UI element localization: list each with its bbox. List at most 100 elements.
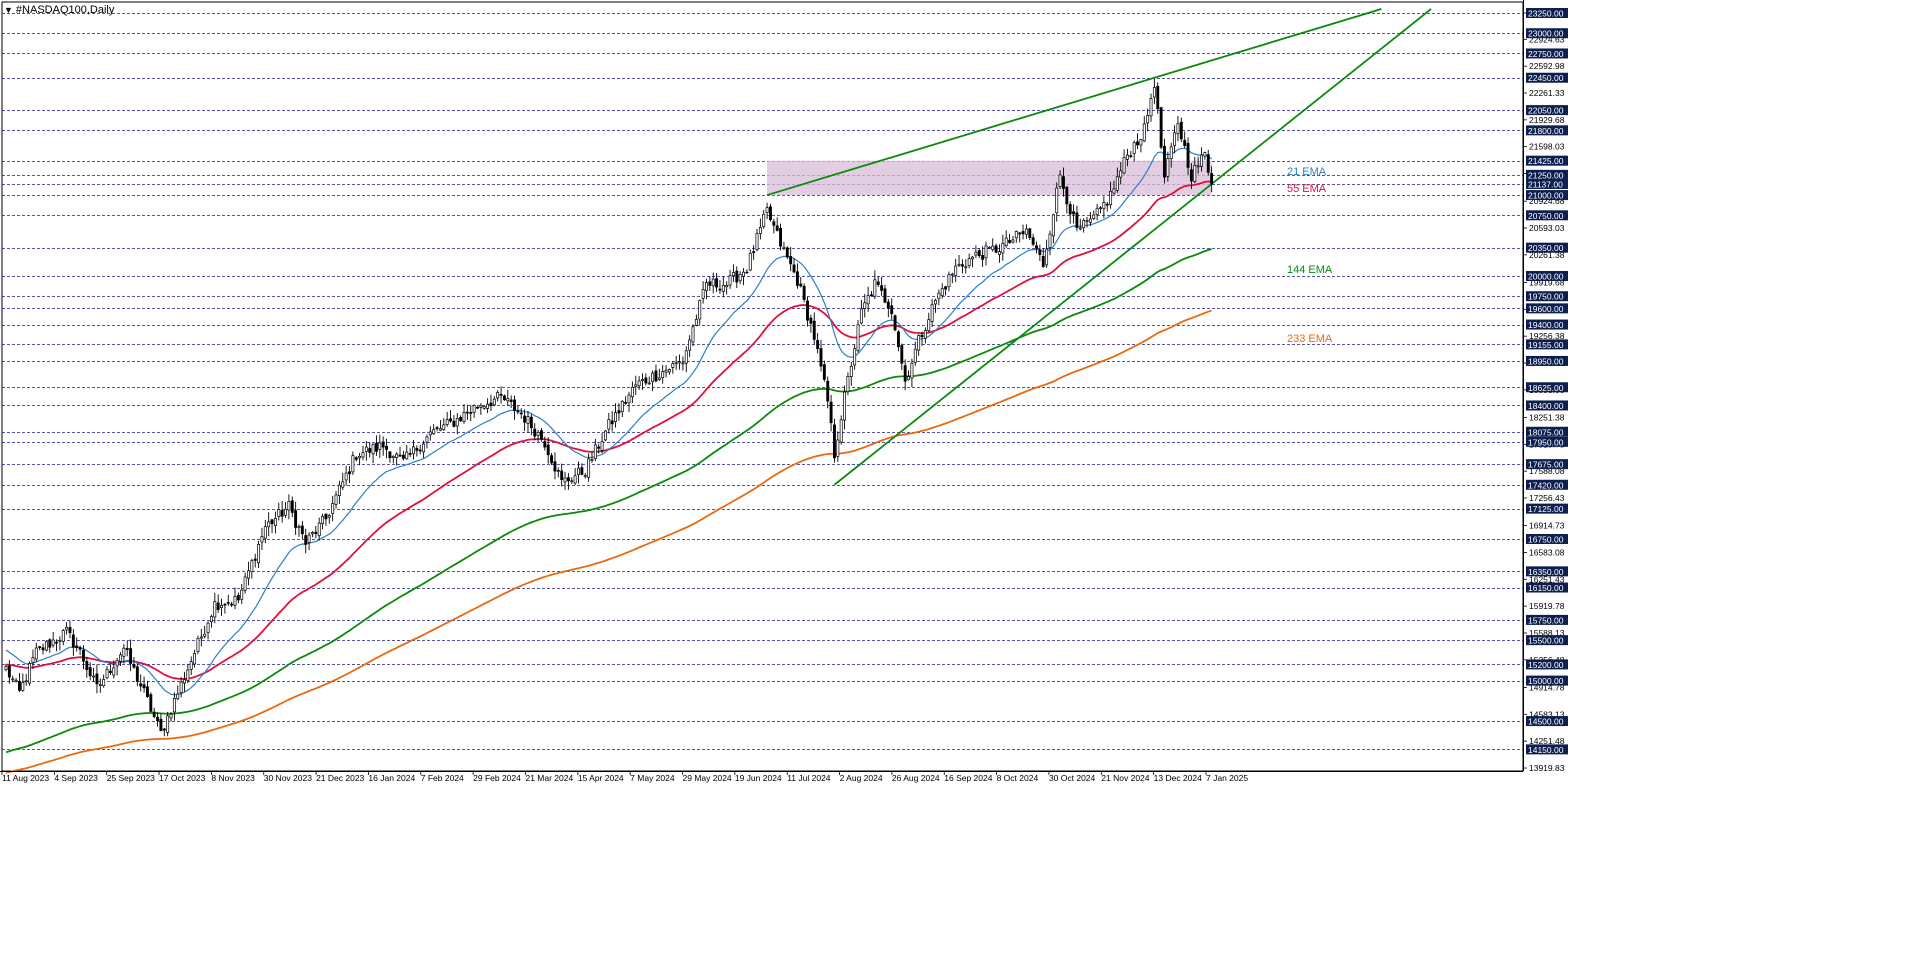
price-level-tag: 14500.00 — [1526, 716, 1568, 727]
candle — [1169, 142, 1173, 168]
candle — [479, 403, 483, 415]
time-tick-label: 17 Oct 2023 — [159, 773, 206, 783]
chart-menu-triangle-icon[interactable]: ▼ — [4, 5, 13, 15]
svg-text:17950.00: 17950.00 — [1528, 437, 1564, 447]
candle — [408, 448, 412, 457]
candle — [1152, 78, 1156, 105]
trendline-2[interactable] — [833, 8, 1432, 486]
candle — [1203, 151, 1207, 160]
svg-text:17125.00: 17125.00 — [1528, 504, 1564, 514]
time-tick-label: 26 Aug 2024 — [892, 773, 940, 783]
candle — [678, 354, 681, 370]
candle — [1045, 239, 1049, 268]
candle — [462, 404, 466, 424]
time-tick-label: 7 Jan 2025 — [1206, 773, 1248, 783]
ema21-label: 21 EMA — [1287, 166, 1327, 178]
candle — [469, 404, 473, 422]
candle — [947, 271, 951, 292]
svg-text:23250.00: 23250.00 — [1528, 9, 1564, 19]
candle — [654, 364, 658, 383]
price-level-tag: 22050.00 — [1526, 105, 1568, 116]
candle — [314, 525, 318, 539]
candle — [917, 334, 921, 356]
candle — [839, 415, 843, 445]
price-level-tag: 15500.00 — [1526, 635, 1568, 646]
price-level-tag: 15750.00 — [1526, 614, 1568, 625]
candle — [1186, 137, 1190, 175]
candle — [1196, 156, 1200, 174]
candle — [849, 362, 853, 386]
candle — [422, 440, 426, 458]
candle — [523, 409, 527, 432]
candle — [927, 312, 931, 333]
time-tick-label: 16 Sep 2024 — [944, 773, 992, 783]
candle — [166, 711, 170, 737]
price-level-tag: 23250.00 — [1526, 8, 1568, 19]
candle — [196, 635, 200, 655]
time-tick-label: 4 Sep 2023 — [54, 773, 98, 783]
candle — [1179, 117, 1183, 142]
candle — [472, 404, 476, 418]
candle — [816, 333, 820, 354]
candle — [812, 312, 816, 345]
candle — [486, 398, 490, 414]
candle — [428, 426, 432, 441]
candle — [526, 410, 530, 434]
candle — [71, 629, 75, 656]
candle — [435, 426, 439, 432]
candle — [694, 314, 698, 327]
candle — [233, 587, 237, 610]
candle — [950, 272, 954, 284]
candle — [361, 445, 365, 461]
candle — [715, 272, 719, 292]
candle — [203, 625, 207, 639]
candle — [55, 639, 58, 652]
candle — [587, 453, 591, 482]
svg-text:19400.00: 19400.00 — [1528, 320, 1564, 330]
candle — [758, 218, 762, 240]
candle — [162, 727, 166, 737]
candle — [492, 396, 496, 407]
candle — [112, 660, 116, 679]
candle — [705, 278, 708, 300]
candle — [745, 269, 749, 274]
candle — [755, 228, 759, 252]
price-level-tag: 18075.00 — [1526, 426, 1568, 437]
price-level-tag: 19750.00 — [1526, 291, 1568, 302]
candle — [11, 675, 15, 683]
candle — [415, 445, 419, 457]
candle — [940, 283, 944, 299]
candle — [742, 268, 745, 286]
svg-text:14150.00: 14150.00 — [1528, 745, 1564, 755]
candle — [1011, 235, 1015, 244]
trendline-1[interactable] — [766, 8, 1382, 196]
candle — [169, 712, 173, 722]
candle — [108, 662, 112, 675]
candle — [1062, 167, 1065, 197]
time-tick-label: 15 Apr 2024 — [578, 773, 624, 783]
candle — [122, 643, 126, 664]
candle — [236, 592, 240, 604]
svg-text:15200.00: 15200.00 — [1528, 660, 1564, 670]
candle — [152, 707, 156, 719]
candle — [1125, 148, 1129, 167]
candle — [341, 472, 345, 491]
candle — [627, 391, 631, 413]
candle — [179, 677, 183, 698]
candle — [738, 271, 742, 285]
candle — [775, 217, 779, 232]
candle — [368, 441, 372, 458]
candle — [176, 685, 180, 701]
svg-text:17420.00: 17420.00 — [1528, 480, 1564, 490]
candle — [247, 561, 250, 586]
candle — [846, 372, 850, 396]
svg-text:20750.00: 20750.00 — [1528, 211, 1564, 221]
price-tick-label: 20593.03 — [1529, 223, 1565, 233]
candle — [600, 433, 604, 454]
candle — [981, 246, 985, 268]
candle — [139, 674, 143, 692]
candle — [802, 283, 806, 303]
candle — [913, 341, 917, 366]
